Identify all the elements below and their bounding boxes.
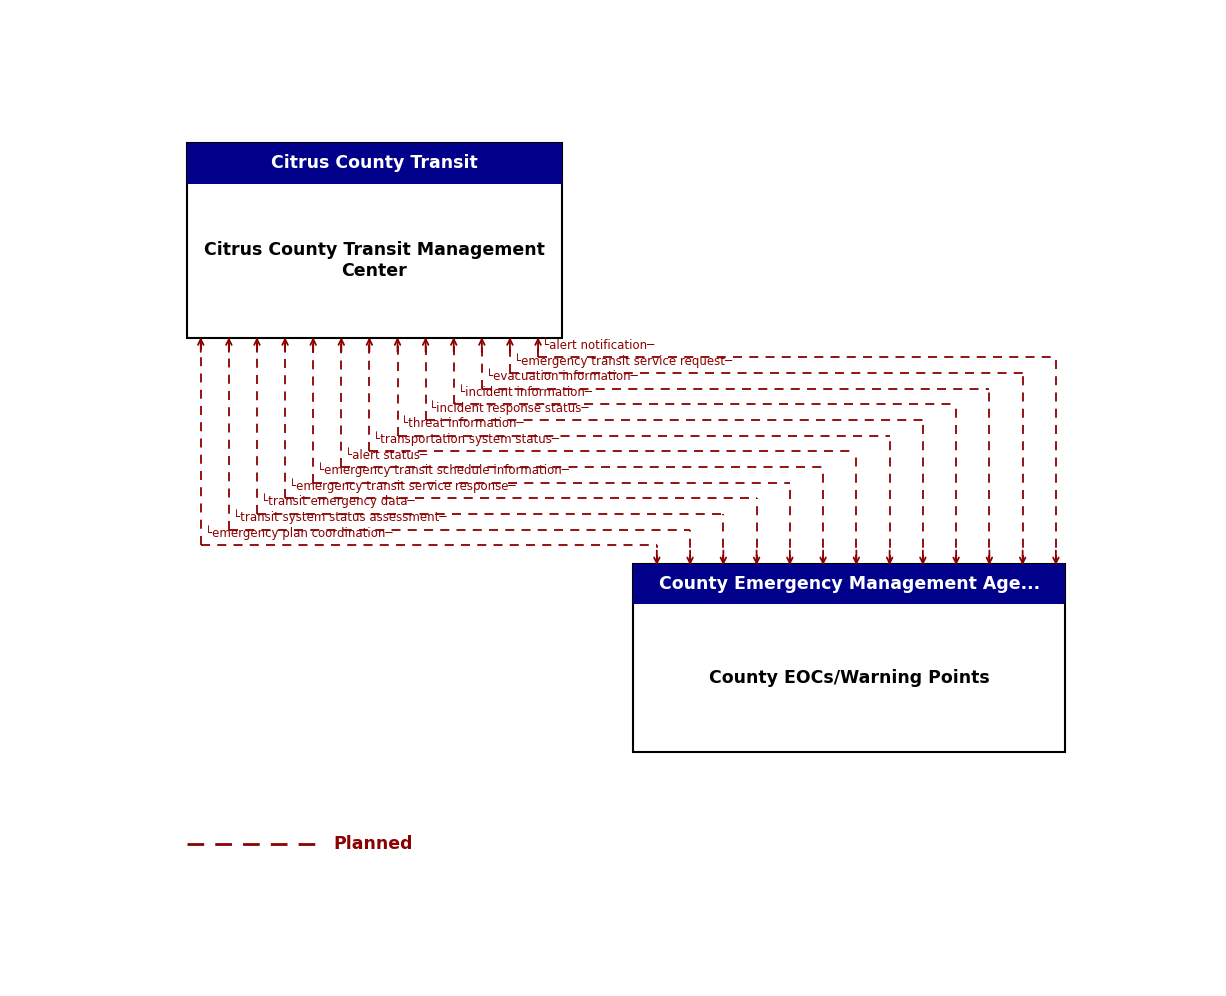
- Text: └emergency transit schedule information─: └emergency transit schedule information─: [318, 462, 569, 477]
- Bar: [633, 565, 1065, 752]
- Text: └emergency transit service request─: └emergency transit service request─: [514, 353, 732, 368]
- Bar: [633, 565, 1065, 604]
- Text: Citrus County Transit Management
Center: Citrus County Transit Management Center: [204, 241, 544, 280]
- Text: └threat information─: └threat information─: [401, 417, 524, 430]
- Bar: [186, 142, 562, 183]
- Text: └emergency transit service response─: └emergency transit service response─: [289, 478, 515, 493]
- Text: └transit emergency data─: └transit emergency data─: [261, 494, 414, 509]
- Bar: [186, 142, 562, 338]
- Text: └incident information─: └incident information─: [457, 385, 591, 398]
- Text: County EOCs/Warning Points: County EOCs/Warning Points: [709, 669, 989, 687]
- Text: └alert status─: └alert status─: [345, 448, 427, 461]
- Text: Citrus County Transit: Citrus County Transit: [271, 154, 478, 172]
- Text: Planned: Planned: [333, 836, 413, 854]
- Text: └transit system status assessment─: └transit system status assessment─: [233, 510, 446, 524]
- Text: └incident response status─: └incident response status─: [429, 400, 588, 414]
- Text: └alert notification─: └alert notification─: [542, 339, 655, 352]
- Text: └emergency plan coordination─: └emergency plan coordination─: [205, 525, 392, 540]
- Text: County Emergency Management Age...: County Emergency Management Age...: [658, 575, 1040, 593]
- Text: └transportation system status─: └transportation system status─: [373, 431, 559, 446]
- Text: └evacuation information─: └evacuation information─: [485, 371, 638, 383]
